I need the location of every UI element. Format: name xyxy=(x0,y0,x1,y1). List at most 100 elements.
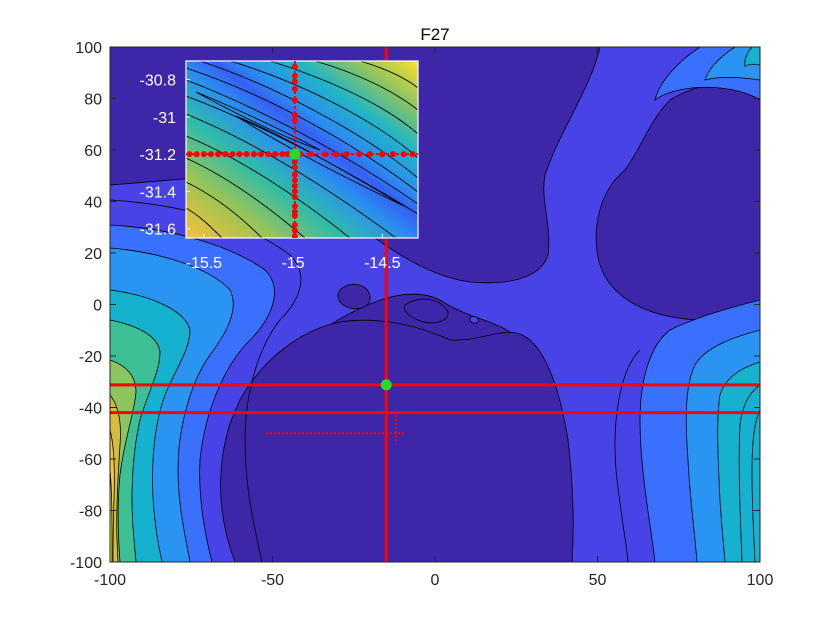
inset-axis-ticks: -15.5 -15 -14.5 -30.8 -31 -31.2 -31.4 -31.6 xyxy=(140,73,401,272)
inset-contour-line xyxy=(186,207,223,238)
x-tick-label: -50 xyxy=(261,572,284,589)
contour-small-blob-2 xyxy=(403,298,449,324)
inset-sample-point xyxy=(291,171,298,178)
inset-y-tick-label: -31.4 xyxy=(140,184,177,201)
inset-sample-point xyxy=(243,151,250,158)
inset-sample-point xyxy=(343,151,350,158)
inset-sample-point xyxy=(279,151,286,158)
inset-contours xyxy=(186,61,418,238)
inset-sample-point xyxy=(400,151,407,158)
chart-title: F27 xyxy=(420,25,449,44)
inset-y-tick-label: -30.8 xyxy=(140,73,177,90)
inset-sample-point xyxy=(284,151,291,158)
inset-sample-point xyxy=(390,151,397,158)
inset-sample-point xyxy=(409,151,416,158)
inset-sample-point xyxy=(265,151,272,158)
inset-sample-point xyxy=(291,182,298,189)
inset-sample-point xyxy=(291,97,298,104)
inset-contour-line xyxy=(199,61,418,179)
inset-sample-point xyxy=(257,151,264,158)
inset-contour-line xyxy=(314,61,418,111)
inset-y-tick-label: -31.2 xyxy=(140,147,177,164)
inset-sample-point xyxy=(291,212,298,219)
inset-sample-point xyxy=(272,151,279,158)
best-point-marker xyxy=(380,379,392,391)
inset-contour-line xyxy=(186,181,263,238)
inset-sample-point xyxy=(356,151,363,158)
y-tick-label: 60 xyxy=(84,143,102,160)
inset-sample-point xyxy=(215,151,222,158)
contour-line-right-a xyxy=(738,384,760,562)
inset-sample-point xyxy=(379,151,386,158)
inset-sample-point xyxy=(222,151,229,158)
x-tick-label: 50 xyxy=(589,572,607,589)
inset-sample-point xyxy=(291,177,298,184)
inset-best-point-marker xyxy=(289,148,301,160)
inset-sample-point xyxy=(207,151,214,158)
inset-sample-point xyxy=(291,227,298,234)
inset-sample-point xyxy=(291,63,298,70)
inset-contour-line xyxy=(186,79,418,205)
inset-contour-line xyxy=(359,61,418,89)
inset-sample-point xyxy=(291,112,298,119)
inset-contour-line xyxy=(186,135,351,238)
contour-upper-right-3 xyxy=(744,47,760,67)
y-tick-label: -60 xyxy=(79,452,102,469)
y-tick-label: 100 xyxy=(75,40,102,57)
inset-sample-point xyxy=(250,151,257,158)
inset-sample-point xyxy=(193,151,200,158)
inset-zoom: -15.5 -15 -14.5 -30.8 -31 -31.2 -31.4 -31.6 xyxy=(140,60,419,272)
y-tick-label: 0 xyxy=(93,298,102,315)
inset-contour-line xyxy=(186,67,418,193)
inset-sample-point xyxy=(291,85,298,92)
inset-contour-line xyxy=(186,95,418,215)
inset-sample-point xyxy=(291,188,298,195)
y-tick-label: 20 xyxy=(84,246,102,263)
inset-contour-line xyxy=(235,115,405,207)
y-tick-label: -20 xyxy=(79,349,102,366)
inset-sample-point xyxy=(200,151,207,158)
inset-contour-line xyxy=(229,61,418,159)
inset-sample-point xyxy=(322,151,329,158)
inset-x-tick-label: -14.5 xyxy=(364,255,401,272)
inset-x-tick-label: -15 xyxy=(282,255,305,272)
x-tick-label: 100 xyxy=(747,572,774,589)
x-tick-label: 0 xyxy=(431,572,440,589)
inset-sample-point xyxy=(291,194,298,201)
contour-line-right-b xyxy=(751,409,760,562)
inset-sample-point xyxy=(229,151,236,158)
inset-search-overlay xyxy=(186,61,418,238)
inset-sample-point xyxy=(236,151,243,158)
contour-line-right-c xyxy=(614,349,641,562)
inset-sample-point xyxy=(307,151,314,158)
inset-contour-line xyxy=(269,61,418,135)
inset-sample-point xyxy=(291,78,298,85)
inset-x-tick-label: -15.5 xyxy=(186,255,223,272)
y-tick-label: -40 xyxy=(79,401,102,418)
y-tick-label: -100 xyxy=(70,555,102,572)
y-tick-label: -80 xyxy=(79,504,102,521)
inset-contour-line xyxy=(195,91,321,151)
inset-frame xyxy=(185,60,419,239)
contour-small-blob-1 xyxy=(337,283,371,310)
inset-contour-line xyxy=(186,113,397,238)
inset-sample-point xyxy=(291,158,298,165)
inset-sample-point xyxy=(291,117,298,124)
y-tick-label: 80 xyxy=(84,92,102,109)
inset-sample-point xyxy=(332,151,339,158)
inset-sample-point xyxy=(291,203,298,210)
y-tick-label: 40 xyxy=(84,195,102,212)
inset-y-tick-label: -31 xyxy=(153,110,176,127)
inset-sample-point xyxy=(291,233,298,238)
x-tick-label: -100 xyxy=(94,572,126,589)
inset-sample-point xyxy=(366,151,373,158)
inset-sample-point xyxy=(291,72,298,79)
inset-y-tick-label: -31.6 xyxy=(140,222,177,239)
contour-small-blob-3 xyxy=(469,315,479,324)
inset-sample-point xyxy=(291,164,298,171)
axis-ticks: -100 -50 0 50 100 100 80 60 40 20 0 -20 -40 -60 -80 -10… xyxy=(70,40,773,589)
inset-sample-point xyxy=(186,151,193,158)
inset-contour-line xyxy=(186,157,306,238)
inset-sample-point xyxy=(291,221,298,228)
